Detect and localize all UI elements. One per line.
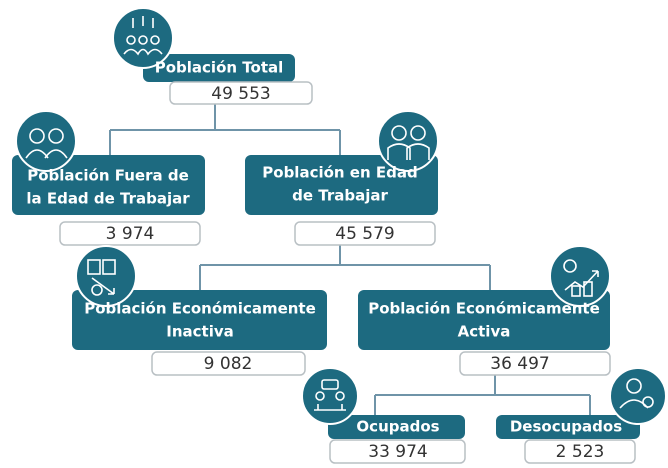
icon — [15, 110, 77, 172]
node-box — [245, 155, 438, 215]
icon-glyph — [619, 378, 654, 409]
connector — [109, 104, 341, 155]
icon-glyph — [123, 16, 163, 56]
node: Población Económicamente Inactiva 9 082 — [72, 245, 327, 376]
connector — [374, 375, 591, 415]
node: Desocupados 2 523 — [496, 367, 667, 464]
connector — [199, 245, 491, 290]
node-label: Activa — [458, 323, 511, 341]
node-label: Inactiva — [166, 323, 234, 341]
icon-glyph — [87, 259, 116, 296]
node-value: 3 974 — [106, 224, 155, 244]
node-value: 45 579 — [335, 224, 394, 244]
node-label: Población Económicamente — [84, 300, 316, 318]
value-box — [459, 351, 611, 376]
node-label: Población en Edad — [262, 164, 417, 182]
value-box — [294, 221, 436, 246]
node: Ocupados 33 974 — [301, 367, 466, 464]
node-value: 9 082 — [204, 354, 253, 374]
icon — [301, 367, 359, 425]
node-box — [12, 155, 205, 215]
icon-glyph — [563, 259, 599, 297]
node-box — [72, 290, 327, 350]
node-label: Población Fuera de — [27, 167, 189, 185]
icon-glyph — [314, 379, 346, 411]
node-value: 36 497 — [490, 354, 549, 374]
node-label: la Edad de Trabajar — [26, 190, 190, 208]
node-value: 33 974 — [368, 442, 427, 462]
icon — [112, 7, 174, 69]
node-label: Población Total — [155, 59, 284, 77]
node-label: Población Económicamente — [368, 300, 600, 318]
node: Población Fuera de la Edad de Trabajar 3… — [12, 110, 205, 246]
icon — [609, 367, 667, 425]
node-box — [328, 415, 465, 439]
node: Población en Edad de Trabajar 45 579 — [245, 110, 439, 246]
node-box — [496, 415, 640, 439]
value-box — [151, 351, 306, 376]
node-box — [143, 54, 295, 82]
icon-glyph — [25, 128, 68, 159]
node-value: 2 523 — [556, 442, 605, 462]
value-box — [524, 439, 636, 464]
node: Población Económicamente Activa 36 497 — [358, 245, 611, 376]
node-value: 49 553 — [211, 84, 270, 104]
node-label: de Trabajar — [292, 187, 388, 205]
node-label: Ocupados — [356, 418, 439, 436]
node-label: Desocupados — [510, 418, 622, 436]
connectors — [109, 104, 591, 415]
icon — [75, 245, 137, 307]
value-box — [329, 439, 466, 464]
icon — [377, 110, 439, 172]
value-box — [169, 81, 313, 105]
value-box — [59, 221, 201, 246]
node: Población Total 49 553 — [112, 7, 313, 105]
icon — [549, 245, 611, 307]
icon-glyph — [387, 125, 430, 160]
node-box — [358, 290, 610, 350]
